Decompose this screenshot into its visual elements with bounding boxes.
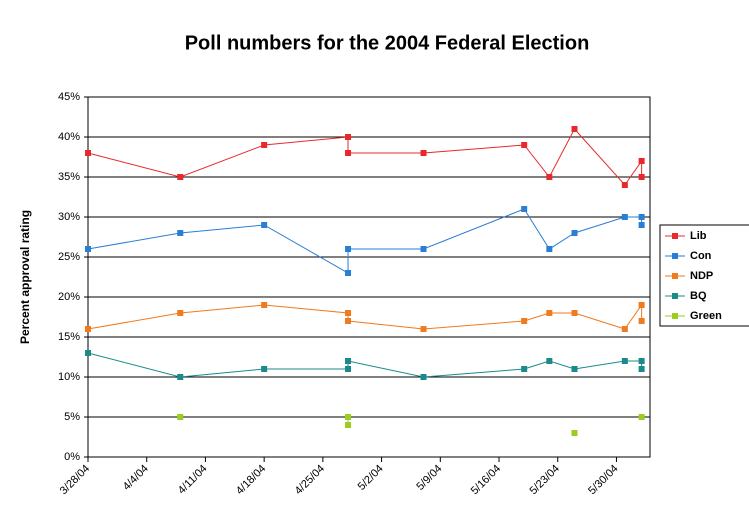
point: [638, 222, 645, 228]
x-tick-label: 5/23/04: [527, 463, 561, 497]
point: [345, 150, 352, 156]
y-tick-label: 25%: [58, 251, 80, 263]
point: [177, 414, 184, 420]
point: [638, 174, 645, 180]
point: [638, 366, 645, 372]
point: [261, 302, 268, 308]
point: [621, 326, 628, 332]
point: [546, 246, 553, 252]
point: [345, 134, 352, 140]
point: [621, 214, 628, 220]
point: [345, 310, 352, 316]
point: [571, 310, 578, 316]
point: [345, 422, 352, 428]
y-tick-label: 40%: [58, 131, 80, 143]
point: [345, 358, 352, 364]
x-tick-label: 4/4/04: [121, 463, 151, 493]
point: [621, 182, 628, 188]
x-tick-label: 5/16/04: [469, 463, 503, 497]
y-tick-label: 45%: [58, 91, 80, 103]
chart-title: Poll numbers for the 2004 Federal Electi…: [185, 32, 590, 54]
point: [261, 142, 268, 148]
legend-marker: [672, 293, 678, 299]
plot-frame: [87, 96, 651, 458]
y-tick-label: 35%: [58, 171, 80, 183]
point: [177, 174, 184, 180]
legend-marker: [672, 273, 678, 279]
point: [177, 230, 184, 236]
point: [345, 270, 352, 276]
point: [546, 358, 553, 364]
y-tick-label: 20%: [58, 291, 80, 303]
point: [521, 142, 528, 148]
y-tick-label: 0%: [64, 451, 80, 463]
point: [261, 222, 268, 228]
series-line: [348, 417, 642, 425]
point: [638, 358, 645, 364]
point: [571, 126, 578, 132]
legend-label: NDP: [690, 270, 713, 282]
point: [638, 158, 645, 164]
point: [621, 358, 628, 364]
legend-marker: [672, 313, 678, 319]
point: [420, 374, 427, 380]
point: [177, 374, 184, 380]
y-axis-label: Percent approval rating: [18, 210, 32, 344]
point: [638, 318, 645, 324]
legend-marker: [672, 233, 678, 239]
x-tick-label: 5/2/04: [356, 463, 386, 493]
point: [521, 318, 528, 324]
point: [546, 310, 553, 316]
series-line: [87, 303, 643, 330]
point: [638, 214, 645, 220]
x-tick-label: 4/25/04: [293, 463, 327, 497]
point: [546, 174, 553, 180]
x-tick-label: 5/9/04: [414, 463, 444, 493]
point: [345, 246, 352, 252]
point: [420, 150, 427, 156]
legend-label: Con: [690, 250, 712, 262]
point: [638, 302, 645, 308]
point: [571, 430, 578, 436]
point: [85, 350, 91, 356]
series-line: [87, 208, 643, 274]
y-tick-label: 30%: [58, 211, 80, 223]
point: [177, 310, 184, 316]
point: [345, 318, 352, 324]
point: [261, 366, 268, 372]
point: [571, 366, 578, 372]
point: [521, 206, 528, 212]
point: [85, 150, 91, 156]
point: [85, 246, 91, 252]
point: [571, 230, 578, 236]
y-tick-label: 5%: [64, 411, 80, 423]
point: [345, 414, 352, 420]
point: [345, 366, 352, 372]
x-tick-label: 4/11/04: [176, 463, 210, 497]
series-line: [87, 128, 643, 186]
x-tick-label: 4/18/04: [234, 463, 268, 497]
legend-label: Green: [690, 310, 722, 322]
point: [420, 246, 427, 252]
y-tick-label: 15%: [58, 331, 80, 343]
point: [521, 366, 528, 372]
x-tick-label: 3/28/04: [58, 463, 92, 497]
point: [638, 414, 645, 420]
series-line: [87, 352, 643, 378]
legend-label: Lib: [690, 230, 707, 242]
y-tick-label: 10%: [58, 371, 80, 383]
point: [420, 326, 427, 332]
point: [85, 326, 91, 332]
x-tick-label: 5/30/04: [586, 463, 620, 497]
legend-label: BQ: [690, 290, 707, 302]
legend-marker: [672, 253, 678, 259]
